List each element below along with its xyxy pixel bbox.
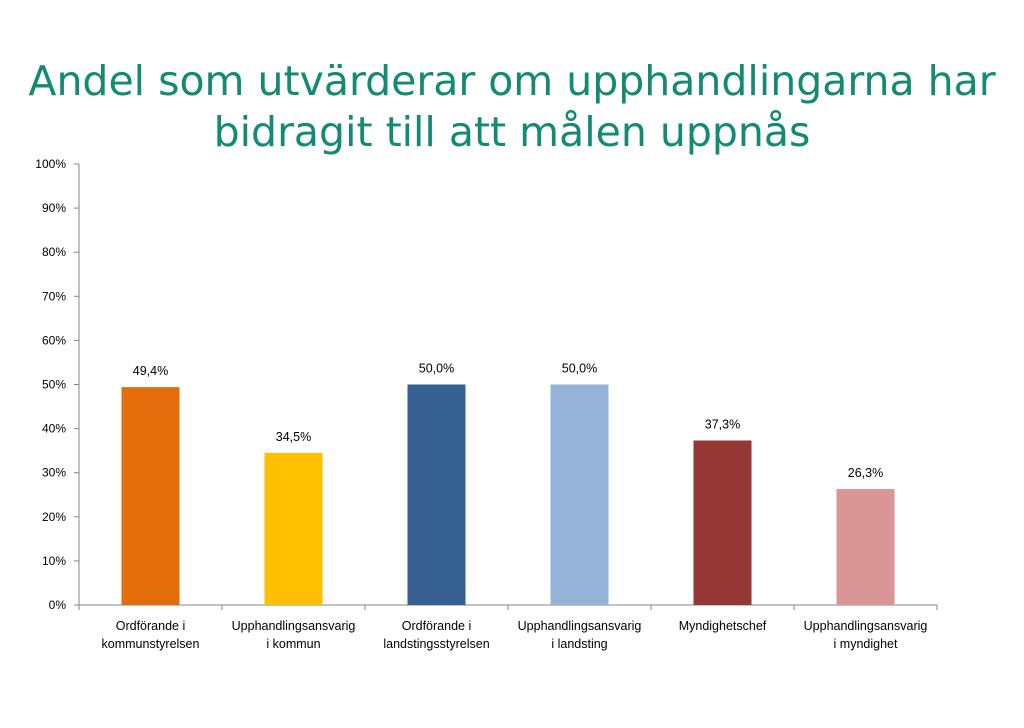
data-label: 49,4% [133, 364, 168, 378]
y-tick-label: 30% [42, 466, 66, 480]
category-label: Upphandlingsansvarig [232, 619, 356, 633]
data-label: 26,3% [848, 466, 883, 480]
y-tick-label: 80% [42, 245, 66, 259]
category-label: Ordförande i [116, 619, 185, 633]
bar [693, 440, 752, 605]
chart-title-line-2: bidragit till att målen uppnås [213, 108, 811, 156]
bar [550, 384, 609, 605]
category-label: Myndighetschef [679, 619, 767, 633]
category-label: Upphandlingsansvarig [518, 619, 642, 633]
bar [836, 489, 895, 605]
y-tick-label: 100% [35, 157, 66, 171]
chart-bars [121, 384, 895, 605]
chart-data-labels: 49,4% 34,5% 50,0% 50,0% 37,3% 26,3% [133, 362, 883, 481]
category-label: i landsting [551, 637, 607, 651]
chart-title-line-1: Andel som utvärderar om upphandlingarna … [28, 57, 996, 105]
data-label: 37,3% [705, 418, 740, 432]
chart-title: Andel som utvärderar om upphandlingarna … [0, 56, 1024, 158]
y-tick-label: 10% [42, 554, 66, 568]
bar [264, 452, 323, 605]
category-label: i myndighet [834, 637, 898, 651]
category-label: Ordförande i [402, 619, 471, 633]
y-tick-label: 70% [42, 289, 66, 303]
y-tick-label: 60% [42, 333, 66, 347]
chart-category-labels: Ordförande i kommunstyrelsen Upphandlingsa… [102, 619, 928, 651]
y-tick-label: 50% [42, 378, 66, 392]
bar [121, 387, 180, 605]
chart-axes: 0% 10% 20% 30% 40% 50% 60% 70% 80% 90% 100% [35, 157, 938, 612]
y-tick-label: 0% [49, 598, 67, 612]
data-label: 50,0% [419, 362, 454, 376]
y-tick-label: 20% [42, 510, 66, 524]
data-label: 50,0% [562, 362, 597, 376]
category-label: landstingsstyrelsen [383, 637, 489, 651]
y-tick-label: 90% [42, 201, 66, 215]
category-label: Upphandlingsansvarig [804, 619, 928, 633]
bar [407, 384, 466, 605]
category-label: kommunstyrelsen [102, 637, 200, 651]
category-label: i kommun [266, 637, 320, 651]
y-tick-label: 40% [42, 422, 66, 436]
data-label: 34,5% [276, 430, 311, 444]
